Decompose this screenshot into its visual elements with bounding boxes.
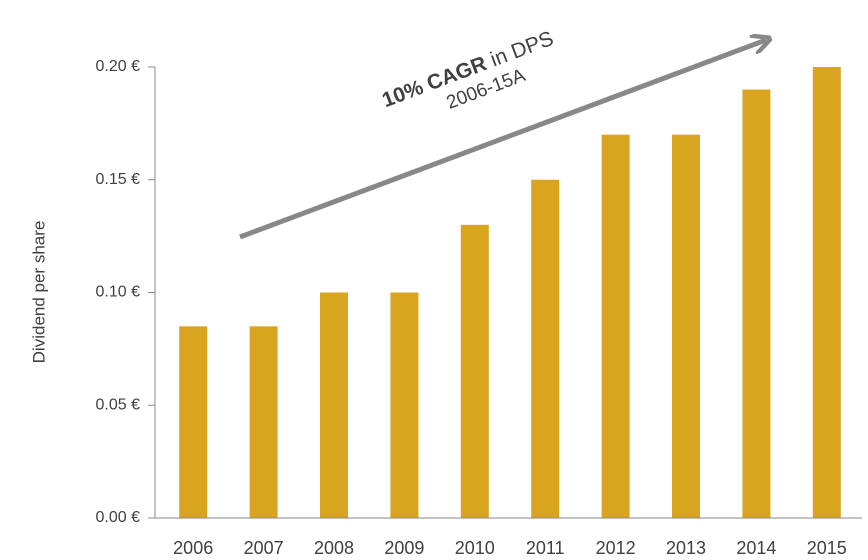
trend-arrow <box>239 40 766 240</box>
x-tick-label: 2006 <box>173 538 213 558</box>
x-tick-label: 2011 <box>526 538 565 558</box>
bar <box>531 179 560 518</box>
y-tick-label: 0.10 € <box>96 284 141 301</box>
bar <box>601 134 630 518</box>
y-tick-label: 0.00 € <box>96 509 141 526</box>
bar <box>390 292 419 518</box>
x-tick-label: 2012 <box>596 538 636 558</box>
annotation: 10% CAGRin DPS 2006-15A <box>379 26 557 113</box>
y-tick-label: 0.05 € <box>96 396 141 413</box>
bar <box>742 89 771 519</box>
y-tick-label: 0.15 € <box>96 171 141 188</box>
bar <box>179 326 208 518</box>
bar <box>460 224 489 518</box>
x-tick-label: 2015 <box>807 538 847 558</box>
annotation-text: in DPS <box>487 26 556 71</box>
x-tick-label: 2010 <box>455 538 495 558</box>
bar <box>672 134 700 518</box>
x-tick-label: 2013 <box>666 538 706 558</box>
x-tick-label: 2009 <box>384 538 424 558</box>
bar <box>320 292 348 518</box>
bar <box>249 326 278 518</box>
x-tick-label: 2014 <box>736 538 776 558</box>
bar <box>812 67 841 518</box>
x-tick-label: 2008 <box>314 538 354 558</box>
x-tick-label: 2007 <box>244 538 284 558</box>
y-tick-label: 0.20 € <box>96 58 141 75</box>
y-axis-label: Dividend per share <box>29 221 48 364</box>
